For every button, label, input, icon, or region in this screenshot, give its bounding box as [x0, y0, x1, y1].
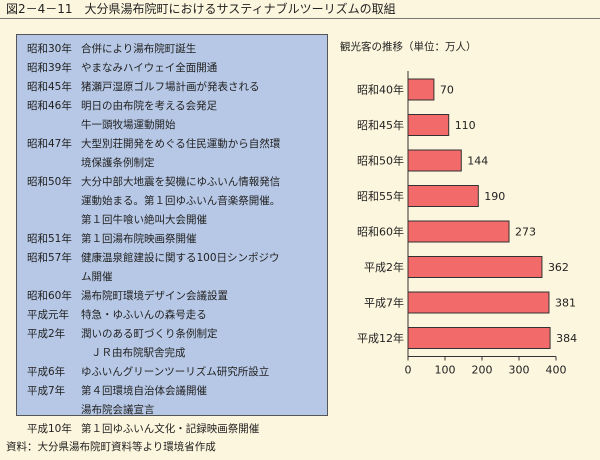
timeline-entry: 昭和46年 明日の由布院を考える会発足 — [27, 99, 217, 113]
bar — [407, 185, 479, 207]
timeline-text: ゆふいんグリーンツーリズム研究所設立 — [81, 366, 270, 378]
timeline-text-continued: 境保護条例制定 — [81, 157, 155, 169]
timeline-entry: 昭和47年 大型別荘開発をめぐる住民運動から自然環 — [27, 137, 280, 151]
timeline-entry: 平成7年 第４回環境自治体会議開催 — [27, 384, 207, 398]
timeline-era: 昭和50年 — [27, 176, 72, 188]
bar — [407, 220, 510, 243]
value-label: 273 — [515, 226, 536, 239]
timeline-text-continued: 湯布院会議宣言 — [81, 404, 155, 416]
timeline-entry: 昭和60年 湯布院町環境デザイン会議設置 — [27, 289, 228, 303]
timeline-text: 第１回湯布院映画祭開催 — [81, 233, 197, 245]
category-label: 昭和45年 — [357, 118, 404, 132]
timeline-entry: 昭和50年 大分中部大地震を契機にゆふいん情報発信 — [27, 175, 280, 189]
timeline-entry: 昭和30年 合併により湯布院町誕生 — [27, 42, 196, 56]
timeline-era: 昭和46年 — [27, 100, 72, 112]
timeline-era: 昭和39年 — [27, 62, 72, 74]
timeline-era: 昭和45年 — [27, 81, 72, 93]
timeline-text-continued: ム開催 — [81, 271, 113, 283]
value-label: 70 — [440, 84, 454, 97]
timeline-era: 平成2年 — [27, 328, 66, 340]
timeline-text: やまなみハイウェイ全面開通 — [81, 62, 218, 74]
x-tick-label: 100 — [435, 364, 456, 377]
timeline-era: 平成元年 — [27, 309, 69, 321]
timeline-text: 第４回環境自治体会議開催 — [81, 385, 207, 397]
category-label: 平成7年 — [364, 296, 404, 310]
bar — [407, 114, 450, 136]
timeline-text-continued: 運動始まる。第１回ゆふいん音楽祭開催。 — [81, 195, 281, 207]
timeline-era: 平成6年 — [27, 366, 66, 378]
value-label: 381 — [555, 297, 576, 310]
timeline-entry: 平成2年 潤いのある町づくり条例制定 — [27, 327, 218, 341]
timeline-entry: 平成元年 特急・ゆふいんの森号走る — [27, 308, 207, 322]
timeline-era: 平成7年 — [27, 385, 66, 397]
timeline-era: 昭和47年 — [27, 138, 72, 150]
timeline-text-continued: ＪＲ由布院駅舎完成 — [91, 347, 186, 359]
timeline-era: 昭和57年 — [27, 252, 72, 264]
timeline-era: 昭和60年 — [27, 290, 72, 302]
bar — [407, 291, 550, 314]
timeline-panel: 昭和30年 合併により湯布院町誕生 昭和39年 やまなみハイウェイ全面開通 昭和45年猪… — [16, 34, 328, 435]
category-label: 昭和55年 — [357, 189, 404, 203]
category-label: 昭和50年 — [357, 154, 404, 168]
timeline-entry: 平成10年 第１回ゆふいん文化・記録映画祭開催 — [27, 422, 259, 436]
timeline-text: 合併により湯布院町誕生 — [81, 43, 197, 55]
timeline-era: 平成10年 — [27, 423, 72, 435]
timeline-entry: 昭和57年 健康温泉館建設に関する100日シンポジウ — [27, 251, 280, 265]
chart-title: 観光客の推移（単位：万人） — [340, 40, 477, 53]
timeline-entry: 平成6年 ゆふいんグリーンツーリズム研究所設立 — [27, 365, 269, 379]
timeline-text: 猪瀬戸湿原ゴルフ場計画が発表される — [81, 81, 260, 93]
bar — [407, 78, 435, 101]
timeline-text: 大型別荘開発をめぐる住民運動から自然環 — [81, 138, 281, 150]
visitor-chart: 観光客の推移（単位：万人） 昭和40年 70 昭和45年 110 昭和50年 144 昭和55… — [340, 40, 577, 377]
x-tick-label: 200 — [472, 364, 493, 377]
timeline-text: 明日の由布院を考える会発足 — [81, 100, 218, 112]
timeline-text: 特急・ゆふいんの森号走る — [81, 309, 207, 321]
figure-title: 図2－4－11 大分県湯布院町におけるサスティナブルツーリズムの取組 — [6, 2, 396, 16]
category-label: 昭和40年 — [357, 83, 404, 97]
bar — [407, 256, 543, 278]
timeline-entry: 昭和39年 やまなみハイウェイ全面開通 — [27, 61, 217, 75]
timeline-text: 大分中部大地震を契機にゆふいん情報発信 — [81, 176, 281, 188]
category-label: 平成12年 — [357, 331, 404, 345]
x-tick-label: 400 — [546, 364, 567, 377]
x-tick-label: 0 — [405, 364, 412, 377]
timeline-text: 潤いのある町づくり条例制定 — [81, 328, 218, 340]
category-label: 昭和60年 — [357, 225, 404, 239]
value-label: 144 — [467, 155, 488, 168]
value-label: 384 — [556, 332, 577, 345]
x-tick-label: 300 — [509, 364, 530, 377]
timeline-era: 昭和51年 — [27, 233, 72, 245]
timeline-text-continued: 第１回牛喰い絶叫大会開催 — [81, 214, 207, 226]
timeline-text: 湯布院町環境デザイン会議設置 — [81, 290, 228, 302]
bar — [407, 149, 462, 172]
value-label: 190 — [484, 190, 505, 203]
figure-title-bar: 図2－4－11 大分県湯布院町におけるサスティナブルツーリズムの取組 — [0, 0, 600, 19]
bar — [407, 327, 551, 349]
value-label: 362 — [548, 261, 569, 274]
timeline-text: 第１回ゆふいん文化・記録映画祭開催 — [81, 423, 260, 435]
timeline-entry: 昭和45年 猪瀬戸湿原ゴルフ場計画が発表される — [27, 80, 260, 94]
value-label: 110 — [455, 119, 476, 132]
timeline-era: 昭和30年 — [27, 43, 72, 55]
source-note: 資料：大分県湯布院町資料等より環境省作成 — [6, 441, 216, 453]
timeline-text: 健康温泉館建設に関する100日シンポジウ — [81, 252, 280, 264]
timeline-text-continued: 牛一頭牧場運動開始 — [81, 119, 176, 131]
category-label: 平成2年 — [364, 260, 404, 274]
timeline-entry: 昭和51年 第１回湯布院映画祭開催 — [27, 232, 197, 246]
